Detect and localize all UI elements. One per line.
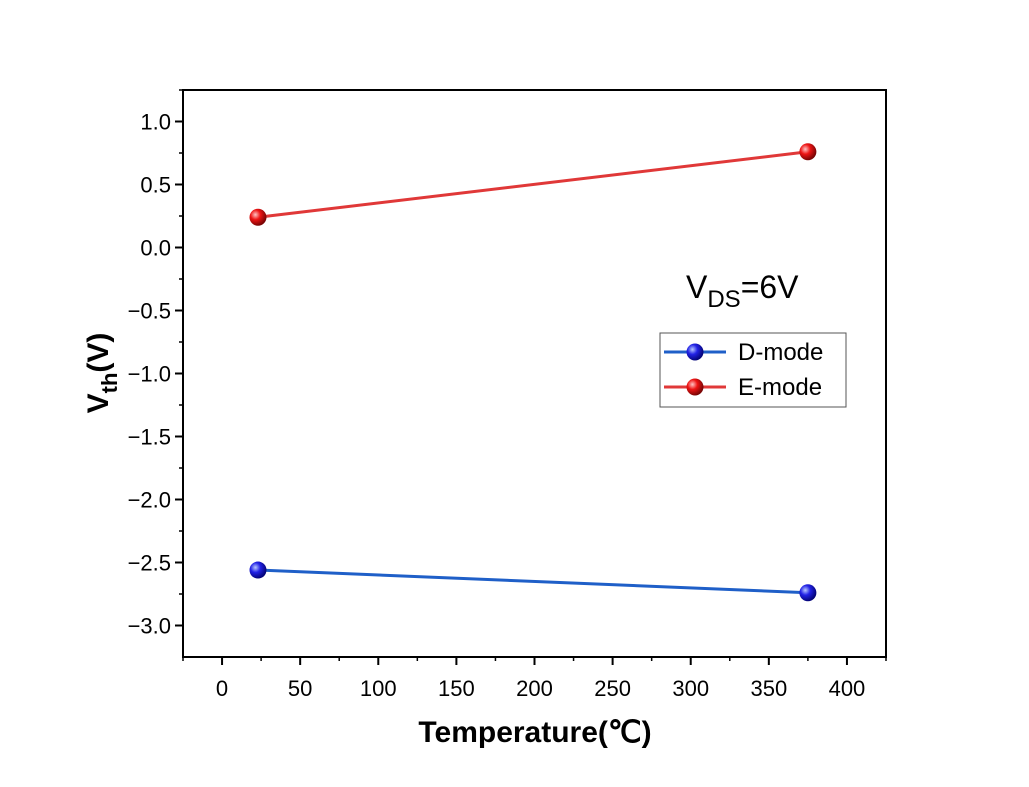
data-point-e-mode <box>799 143 817 161</box>
legend-label-e-mode: E-mode <box>738 374 822 401</box>
y-tick-label: −2.5 <box>128 551 171 576</box>
x-tick-label: 250 <box>594 676 631 701</box>
legend-marker-e-mode <box>686 378 704 396</box>
x-tick-label: 100 <box>360 676 397 701</box>
legend-label-d-mode: D-mode <box>738 339 823 366</box>
x-tick-label: 350 <box>750 676 787 701</box>
x-tick-label: 200 <box>516 676 553 701</box>
legend-item-e-mode: E-mode <box>664 374 822 401</box>
x-axis-title: Temperature(℃) <box>418 716 651 749</box>
y-tick-label: −3.0 <box>128 614 171 639</box>
x-tick-label: 50 <box>288 676 312 701</box>
y-axis-title: Vth(V) <box>82 333 122 414</box>
y-tick-label: 1.0 <box>140 110 171 135</box>
x-tick-label: 400 <box>829 676 866 701</box>
y-tick-label: −2.0 <box>128 488 171 513</box>
y-tick-label: −1.5 <box>128 425 171 450</box>
series-line-d-mode <box>257 568 808 595</box>
legend-item-d-mode: D-mode <box>664 339 823 366</box>
x-axis-ticks: 0 50 100 150 200 250 300 350 400 <box>182 657 887 701</box>
series-layer <box>249 143 817 602</box>
data-point-d-mode <box>249 561 267 579</box>
y-tick-label: −0.5 <box>128 299 171 324</box>
x-tick-label: 150 <box>438 676 475 701</box>
series-line-e-mode <box>257 150 809 219</box>
legend: D-mode E-mode <box>659 332 847 408</box>
legend-marker-d-mode <box>686 343 704 361</box>
data-point-e-mode <box>249 208 267 226</box>
vds-annotation: VDS=6V <box>686 269 799 313</box>
y-tick-label: 0.0 <box>140 236 171 261</box>
y-axis-ticks: 1.0 0.5 0.0 −0.5 −1.0 −1.5 −2.0 −2.5 −3.0 <box>128 89 183 639</box>
data-point-d-mode <box>799 584 817 602</box>
svg-text:Vth(V): Vth(V) <box>82 333 122 414</box>
y-tick-label: −1.0 <box>128 362 171 387</box>
x-tick-label: 0 <box>216 676 228 701</box>
x-tick-label: 300 <box>672 676 709 701</box>
y-tick-label: 0.5 <box>140 173 171 198</box>
